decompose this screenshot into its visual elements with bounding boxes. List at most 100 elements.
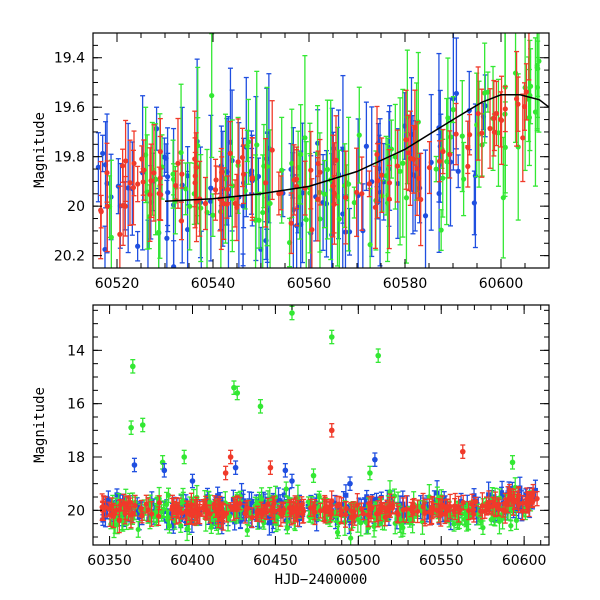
data-point (408, 506, 414, 513)
outlier-point (310, 472, 317, 479)
data-point (266, 520, 272, 526)
data-point (149, 511, 155, 517)
data-point (178, 218, 185, 224)
data-point (303, 217, 309, 223)
data-point (343, 492, 349, 498)
data-point (355, 516, 361, 522)
x-tick-label: 60350 (87, 553, 132, 569)
data-point (422, 213, 429, 219)
data-point (394, 163, 400, 169)
data-point (102, 246, 108, 253)
data-point (135, 526, 141, 533)
data-point (520, 500, 526, 506)
y-tick-label: 18 (67, 450, 85, 466)
data-point (175, 160, 181, 166)
data-point (330, 183, 336, 189)
data-point (500, 195, 506, 201)
x-tick-label: 60540 (191, 276, 236, 292)
data-point (466, 507, 472, 514)
data-point (450, 107, 456, 113)
top-panel: 60520 60540 60560 60580 60600 19.4 19.6 … (32, 32, 550, 292)
data-point (392, 154, 398, 160)
data-point (471, 200, 477, 206)
data-point (178, 523, 184, 529)
data-point (300, 506, 306, 512)
data-point (210, 212, 216, 218)
data-point (453, 131, 459, 137)
data-point (248, 169, 255, 176)
outlier-point (181, 454, 187, 460)
bottom-x-tick-labels: 60350 60400 60450 60500 60550 60600 (87, 553, 546, 569)
data-point (438, 227, 444, 233)
data-point (374, 496, 380, 502)
data-point (440, 175, 446, 181)
data-point (453, 90, 460, 97)
data-point (422, 510, 428, 516)
data-point (148, 178, 154, 184)
data-point (523, 491, 529, 497)
outlier-point (372, 456, 378, 463)
data-point (346, 229, 353, 235)
data-point (250, 508, 256, 514)
data-point (374, 511, 380, 517)
data-point (491, 115, 497, 121)
data-point (198, 205, 204, 211)
data-point (512, 70, 519, 76)
data-point (455, 168, 461, 174)
data-point (289, 160, 295, 166)
x-tick-label: 60550 (419, 553, 464, 569)
data-point (496, 506, 502, 512)
bottom-data-points (99, 305, 540, 545)
outlier-point (227, 454, 234, 460)
data-point (498, 490, 504, 496)
data-point (374, 151, 380, 158)
data-point (157, 175, 163, 181)
data-point (161, 506, 167, 512)
data-point (426, 164, 433, 171)
data-point (363, 502, 369, 508)
x-tick-label: 60450 (253, 553, 298, 569)
data-point (122, 510, 129, 517)
data-point (338, 508, 345, 514)
data-point (232, 502, 238, 508)
data-point (456, 520, 463, 526)
data-point (527, 83, 534, 89)
data-point (237, 513, 243, 519)
data-point (471, 493, 477, 499)
y-tick-label: 19.8 (54, 150, 85, 166)
data-point (529, 493, 535, 499)
data-point (502, 144, 508, 151)
data-point (503, 502, 509, 508)
y-tick-label: 20 (67, 199, 85, 215)
data-point (351, 199, 357, 206)
data-point (359, 191, 365, 197)
data-point (147, 191, 153, 198)
data-point (185, 173, 191, 179)
data-point (336, 216, 342, 222)
data-point (438, 512, 444, 518)
data-point (261, 520, 267, 526)
data-point (534, 496, 540, 502)
data-point (184, 526, 190, 532)
data-point (234, 204, 240, 211)
data-point (227, 150, 233, 156)
data-point (281, 492, 287, 498)
data-point (122, 203, 128, 209)
data-point (433, 166, 439, 172)
outlier-point (375, 352, 382, 359)
outlier-point (289, 478, 295, 484)
data-point (333, 157, 339, 163)
outlier-point (129, 363, 136, 370)
y-tick-label: 16 (67, 397, 85, 413)
data-point (215, 507, 221, 513)
data-point (120, 163, 126, 169)
data-point (287, 505, 293, 512)
data-point (383, 173, 389, 179)
data-point (302, 135, 308, 141)
data-point (441, 496, 447, 502)
x-tick-label: 60600 (502, 553, 547, 569)
data-point (426, 509, 433, 515)
data-point (475, 110, 481, 117)
data-point (365, 512, 371, 518)
